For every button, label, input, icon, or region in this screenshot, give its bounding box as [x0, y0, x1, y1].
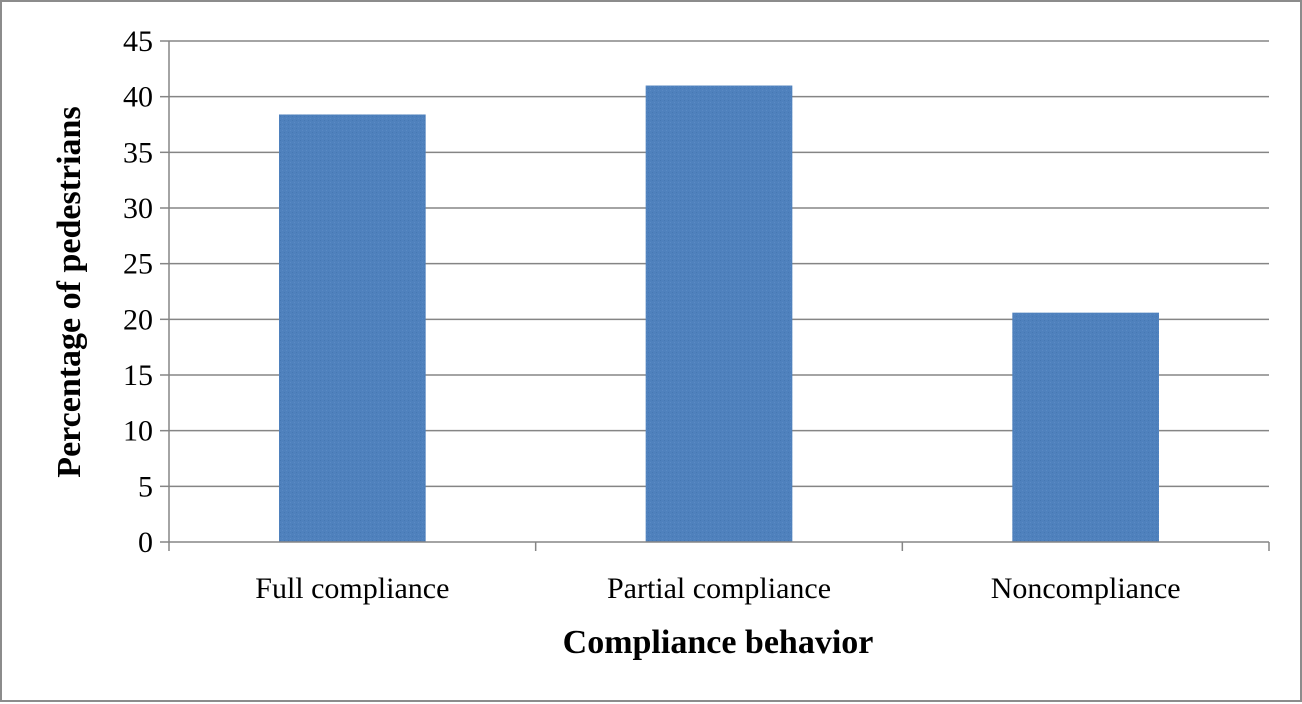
- y-tick-label: 5: [138, 470, 153, 503]
- y-tick-label: 20: [123, 303, 153, 336]
- y-tick-label: 10: [123, 415, 153, 448]
- y-tick-label: 35: [123, 136, 153, 169]
- x-tick-labels: Full compliance Partial compliance Noncomp…: [255, 572, 1180, 605]
- y-tick-label: 45: [123, 25, 153, 58]
- bar-full-compliance: [279, 114, 426, 542]
- bar-noncompliance: [1012, 312, 1159, 542]
- y-tick-label: 0: [138, 526, 153, 559]
- y-tick-labels: 0 5 10 15 20 25 30 35 40 45: [123, 25, 153, 559]
- x-axis-title: Compliance behavior: [563, 624, 874, 661]
- bars: [279, 85, 1159, 543]
- x-tick-label: Noncompliance: [991, 572, 1181, 605]
- y-tick-label: 30: [123, 192, 153, 225]
- y-tick-label: 15: [123, 359, 153, 392]
- x-tick-label: Partial compliance: [607, 572, 831, 605]
- y-tick-label: 40: [123, 81, 153, 114]
- bar-partial-compliance: [645, 85, 793, 543]
- y-axis-title: Percentage of pedestrians: [51, 106, 88, 477]
- axes: [160, 40, 1270, 551]
- y-tick-label: 25: [123, 248, 153, 281]
- x-tick-label: Full compliance: [255, 572, 449, 605]
